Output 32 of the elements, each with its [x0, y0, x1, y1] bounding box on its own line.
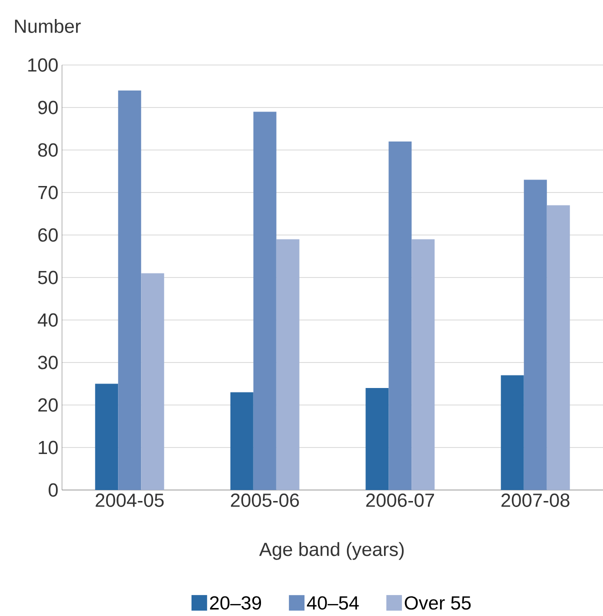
bar	[500, 375, 524, 490]
bar	[366, 388, 389, 490]
x-tick-label: 2004-05	[96, 494, 164, 507]
y-tick-label: 50	[38, 270, 58, 284]
y-tick-label: 20	[38, 398, 58, 412]
y-tick-label: 70	[38, 186, 58, 200]
bar	[141, 273, 164, 490]
legend-label: 40–54	[306, 596, 359, 610]
bar	[230, 392, 254, 490]
legend-label: 20–39	[210, 596, 262, 610]
x-axis-title: Age band (years)	[259, 542, 404, 560]
bar	[388, 141, 412, 490]
bar	[276, 239, 300, 490]
bar	[524, 180, 547, 490]
bar	[118, 90, 142, 490]
y-tick-label: 10	[38, 440, 58, 454]
y-tick-label: 60	[38, 228, 58, 242]
bar	[412, 239, 435, 490]
y-tick-label: 80	[38, 143, 58, 157]
bar	[546, 205, 570, 490]
y-axis-title: Number	[15, 19, 81, 33]
bar	[95, 384, 118, 490]
x-tick-label: 2006-07	[366, 494, 434, 507]
legend-label: Over 55	[404, 596, 471, 610]
bar	[253, 112, 276, 490]
y-tick-label: 30	[38, 356, 58, 370]
y-tick-label: 90	[38, 100, 58, 114]
x-tick-label: 2007-08	[501, 494, 570, 507]
x-tick-label: 2005-06	[230, 494, 299, 507]
y-tick-label: 100	[28, 58, 58, 72]
y-tick-label: 0	[48, 483, 58, 497]
y-tick-label: 40	[38, 313, 58, 327]
